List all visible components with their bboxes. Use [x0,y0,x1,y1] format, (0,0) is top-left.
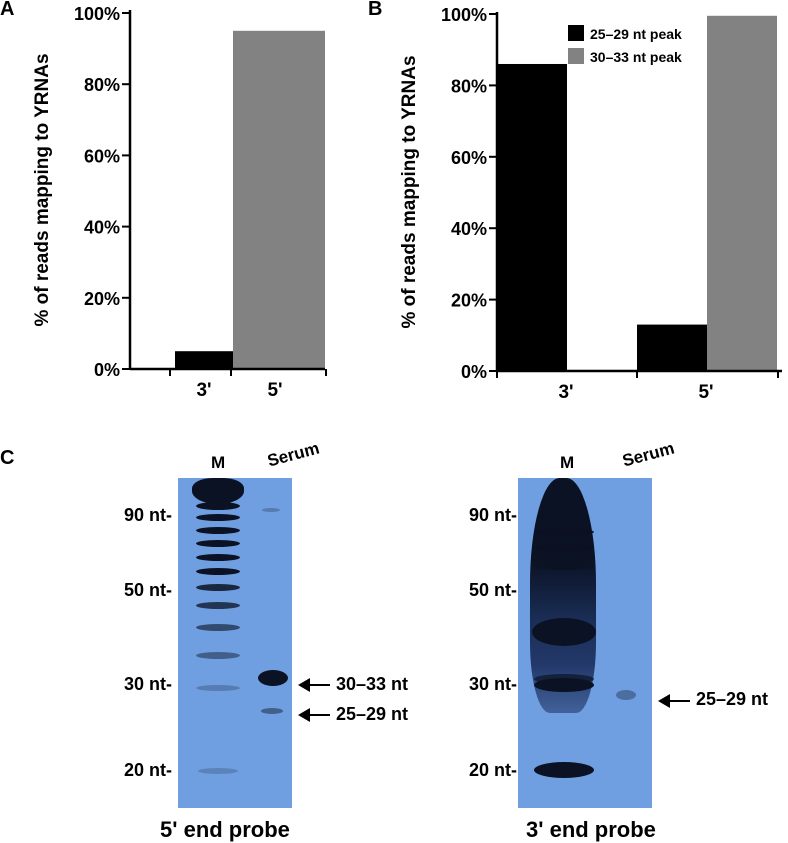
ladder-band [198,768,238,774]
ladder-band [196,652,240,659]
ladder-band [196,502,240,510]
gel-left-band-30-33: 30–33 nt [336,674,409,694]
ladder-band-30 [534,678,594,692]
ladder-band [534,544,594,552]
gel-left-marker-50: 50 nt- [123,580,172,600]
chart-a-tick-label: 80% [84,75,120,95]
chart-b-bar [637,324,707,371]
gel-left-caption: 5' end probe [160,817,290,842]
legend-swatch-30-33 [568,48,584,64]
chart-b: % of reads mapping to YRNAs 0% 20% 40% 60% 8… [399,5,782,403]
chart-b-bar [707,15,777,371]
chart-b-tick-label: 100% [441,5,487,25]
chart-a-tick-label: 100% [74,4,120,24]
legend-label-25-29: 25–29 nt peak [590,26,682,42]
chart-a-tick-label: 0% [94,360,120,380]
chart-a: % of reads mapping to YRNAs 0% 20% 40% 60% 8… [32,4,327,401]
gel-left-marker-90: 90 nt- [123,505,172,525]
gel-left-marker-30: 30 nt- [123,674,172,694]
chart-b-bar [497,63,567,371]
chart-b-tick-label: 60% [451,148,487,168]
arrow-30-33 [298,678,330,692]
chart-a-bar [233,30,325,370]
gel-right-lane-serum: Serum [620,438,677,471]
gel-left-lane-serum: Serum [265,438,322,471]
ladder-band [196,514,240,521]
ladder-band [534,528,594,536]
serum-band-25-29 [261,708,283,714]
ladder-band [196,568,240,575]
serum-band-25-29 [616,690,636,700]
ladder-band [196,540,240,547]
ladder-top-smear [192,478,244,504]
gel-right-marker-30: 30 nt- [468,674,517,694]
panel-label-b: B [368,0,383,20]
chart-b-tick-label: 40% [451,219,487,239]
gel-left-lane-m: M [211,453,226,472]
ladder-band [196,584,240,591]
chart-b-category-label: 5' [698,382,713,403]
gel-left-band-25-29: 25–29 nt [336,704,409,724]
legend-label-30-33: 30–33 nt peak [590,49,682,65]
legend-swatch-25-29 [568,25,584,41]
chart-a-bar [175,351,240,369]
gel-right-caption: 3' end probe [526,817,656,842]
chart-b-tick-label: 20% [451,291,487,311]
serum-band-30-33 [258,670,288,686]
ladder-band [196,602,240,609]
gel-right-band-25-29: 25–29 nt [696,689,769,709]
gel-right-marker-20: 20 nt- [468,760,517,780]
bar-charts: % of reads mapping to YRNAs 0% 20% 40% 60% 8… [32,4,782,403]
ladder-band [196,527,240,534]
ladder-band-20 [534,762,594,778]
chart-a-category-label: 5' [267,380,282,401]
serum-band-faint [262,508,280,512]
arrow-25-29-right [658,694,690,708]
ladder-band [196,554,240,561]
chart-b-category-label: 3' [558,382,573,403]
gel-right-marker-50: 50 nt- [468,580,517,600]
gel-right-marker-90: 90 nt- [468,505,517,525]
gel-image-left [178,478,292,808]
chart-b-tick-label: 0% [461,362,487,382]
chart-b-legend: 25–29 nt peak 30–33 nt peak [568,25,682,65]
chart-a-tick-label: 20% [84,289,120,309]
gel-image-right [518,478,652,808]
gel-left-marker-20: 20 nt- [123,760,172,780]
ladder-band [534,562,594,570]
chart-a-ylabel: % of reads mapping to YRNAs [32,53,53,326]
ladder-band-50 [532,618,596,646]
ladder-band [196,685,240,691]
panel-label-c: C [0,447,15,469]
chart-b-ylabel: % of reads mapping to YRNAs [399,55,420,328]
ladder-band [196,624,240,631]
arrow-25-29-left [298,708,330,722]
chart-a-tick-label: 40% [84,218,120,238]
panel-label-a: A [0,0,15,20]
chart-a-category-label: 3' [196,380,211,401]
chart-a-tick-label: 60% [84,146,120,166]
gel-right-lane-m: M [560,453,575,472]
ladder-smear [530,478,596,713]
chart-b-tick-label: 80% [451,76,487,96]
